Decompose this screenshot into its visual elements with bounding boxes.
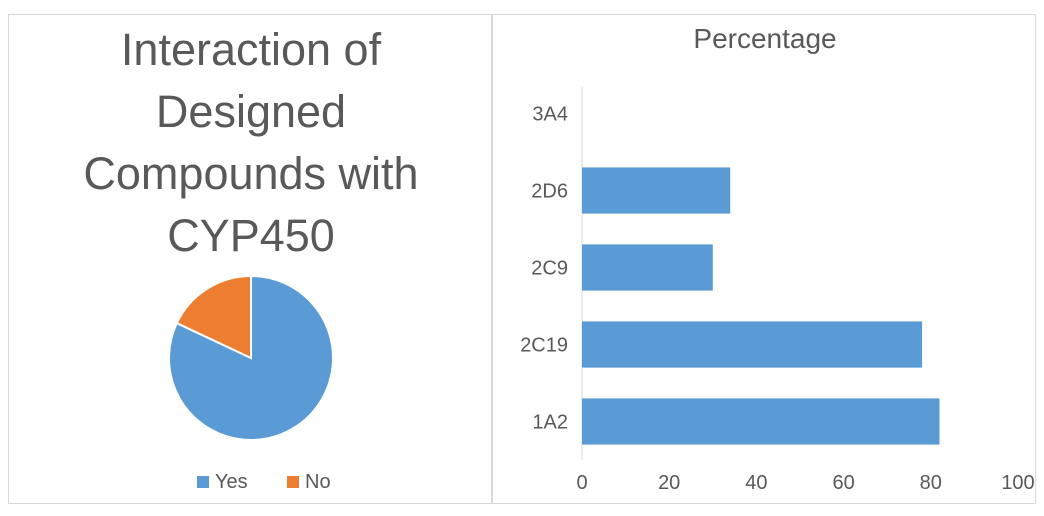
y-tick-label-2d6: 2D6: [531, 181, 568, 203]
pie-chart-panel: Interaction of Designed Compounds with C…: [8, 14, 492, 504]
y-tick-label-2c9: 2C9: [531, 258, 568, 280]
x-tick-label-100: 100: [1001, 472, 1034, 494]
bar-chart-panel: Percentage 1A2 2C19 2C9 2D6 3A4 0 20 40 60 80 100: [492, 14, 1036, 504]
pie-slice-no: [175, 274, 252, 360]
pie-chart-title: Interaction of Designed Compounds with C…: [9, 19, 493, 267]
x-tick-label-20: 20: [658, 472, 680, 494]
bar-2c19: [582, 321, 923, 368]
legend-label-no: No: [305, 471, 331, 493]
bar-chart-title: Percentage: [693, 23, 836, 54]
pie-chart: Yes No: [168, 274, 334, 493]
legend-label-yes: Yes: [215, 471, 248, 493]
x-tick-label-60: 60: [832, 472, 854, 494]
legend-swatch-yes: [197, 476, 209, 488]
pie-title-line-1: Interaction of: [120, 24, 382, 75]
bar-1a2: [582, 398, 940, 445]
legend-swatch-no: [287, 476, 299, 488]
y-tick-label-2c19: 2C19: [520, 335, 568, 357]
bar-chart: Percentage 1A2 2C19 2C9 2D6 3A4 0 20 40 60 80 100: [520, 23, 1035, 494]
pie-title-line-4: CYP450: [167, 210, 335, 261]
x-tick-label-0: 0: [576, 472, 587, 494]
y-tick-label-1a2: 1A2: [532, 412, 568, 434]
pie-title-line-3: Compounds with: [83, 148, 419, 199]
bar-2d6: [582, 167, 731, 214]
x-tick-label-80: 80: [920, 472, 942, 494]
y-tick-label-3a4: 3A4: [532, 104, 568, 126]
x-tick-label-40: 40: [745, 472, 767, 494]
pie-title-line-2: Designed: [155, 86, 347, 137]
bar-2c9: [582, 244, 713, 291]
